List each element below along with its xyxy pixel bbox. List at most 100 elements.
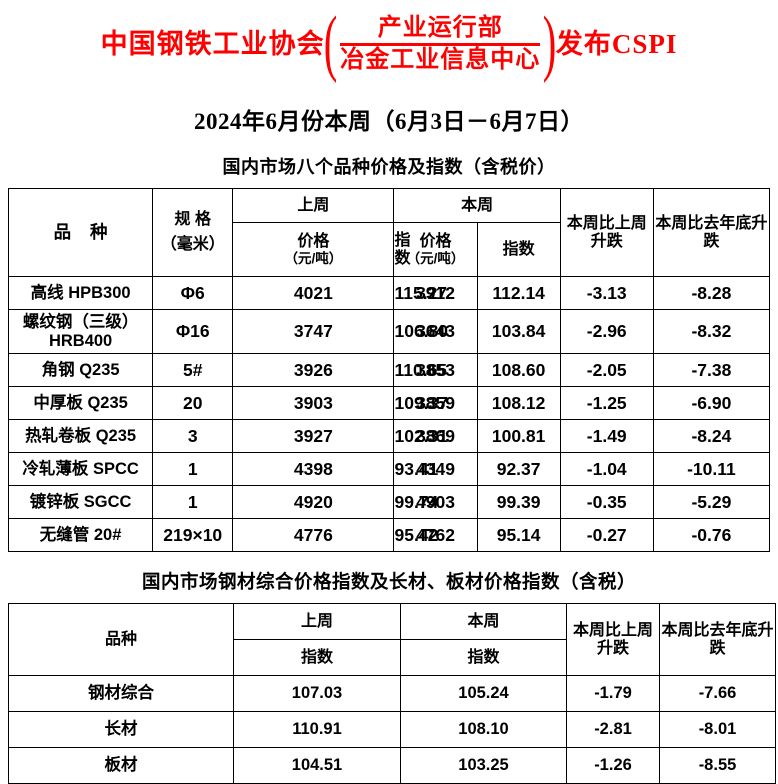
cell-lw-price: 3903 [232,386,395,420]
cell-ytd-change: -10.11 [652,452,771,486]
page-title: 2024年6月份本周（6月3日－6月7日） [194,109,584,134]
col-header-last-week: 上周 [232,188,395,223]
cell-wow-change: -1.25 [559,386,654,420]
cell-wow-change: -3.13 [559,276,654,310]
cell-ytd-change: -8.24 [652,419,771,453]
cell-ytd-change: -5.29 [652,485,771,519]
col-header-last-week: 上周 [233,603,401,640]
department-fraction: 产业运行部 冶金工业信息中心 [336,15,544,74]
cell-ytd-change: -0.76 [652,518,771,552]
lw-price-label: 价格 [297,232,330,250]
lw-price-unit: （元/吨） [284,250,343,266]
col-header-lw-index: 指数 [233,639,401,676]
cell-tw-index: 105.24 [400,675,567,712]
cell-tw-index: 95.14 [476,518,561,552]
cell-tw-index: 108.60 [476,353,561,387]
table1-body: 高线 HPB300 Φ6 4021 115.27 3912 112.14 -3.… [7,276,771,552]
fraction-numerator: 产业运行部 [377,14,503,41]
cell-tw-index: 100.81 [476,419,561,453]
col-header-ytd-change: 本周比去年底升跌 [652,188,771,277]
col-header-spec-unit: （毫米） [160,235,225,253]
table-row: 镀锌板 SGCC 1 4920 99.74 4903 99.39 -0.35 -… [7,485,771,519]
cell-lw-price: 3926 [232,353,395,387]
cell-ytd-change: -8.32 [652,309,771,354]
table-row: 中厚板 Q235 20 3903 109.37 3859 108.12 -1.2… [7,386,771,420]
col-header-variety: 品 种 [7,188,154,277]
cell-tw-price: 3643 [393,309,478,354]
table-row: 高线 HPB300 Φ6 4021 115.27 3912 112.14 -3.… [7,276,771,310]
cell-variety-name: 角钢 Q235 [7,353,154,387]
table-row: 板材 104.51 103.25 -1.26 -8.55 [8,747,776,784]
table-row: 螺纹钢（三级） HRB400 Φ16 3747 106.80 3643 103.… [7,309,771,354]
cell-ytd-change: -8.55 [659,747,776,784]
cell-wow-change: -2.81 [566,711,660,748]
table1-caption: 国内市场八个品种价格及指数（含税价） [222,157,556,177]
composite-index-table: 品种 上周 本周 本周比上周升跌 本周比去年底升跌 指数 指数 钢材综合 107… [8,603,776,784]
table-row: 热轧卷板 Q235 3 3927 102.31 3869 100.81 -1.4… [7,419,771,453]
cell-ytd-change: -8.01 [659,711,776,748]
table2-body: 钢材综合 107.03 105.24 -1.79 -7.66 长材 110.91… [8,675,776,784]
cell-spec: 5# [152,353,234,387]
table-row: 钢材综合 107.03 105.24 -1.79 -7.66 [8,675,776,712]
cell-tw-index: 108.10 [400,711,567,748]
col-header-lw-price: 价格 （元/吨） [232,222,395,277]
table2-wrapper: 品种 上周 本周 本周比上周升跌 本周比去年底升跌 指数 指数 钢材综合 107… [0,603,778,784]
cell-tw-price: 3853 [393,353,478,387]
cell-ytd-change: -8.28 [652,276,771,310]
col-header-this-week: 本周 [400,603,567,640]
cell-tw-index: 108.12 [476,386,561,420]
col-header-variety: 品种 [8,603,234,676]
cell-spec: 1 [152,452,234,486]
cell-lw-index: 110.91 [233,711,401,748]
table-row: 冷轧薄板 SPCC 1 4398 93.41 4349 92.37 -1.04 … [7,452,771,486]
variety-name-line2: HRB400 [48,331,113,350]
cell-lw-price: 4398 [232,452,395,486]
cell-tw-price: 4349 [393,452,478,486]
cell-lw-index: 107.03 [233,675,401,712]
cell-wow-change: -1.49 [559,419,654,453]
cell-lw-price: 4920 [232,485,395,519]
cell-spec: 219×10 [152,518,234,552]
bracket-open-icon: ( [323,2,338,85]
tw-price-unit: （元/吨） [406,250,465,266]
tw-price-label: 价格 [419,232,452,250]
table1-wrapper: 品 种 规 格 （毫米） 上周 本周 本周比上周升跌 本周比去年底升跌 价格 （… [0,188,778,552]
table1-header-row-2: 价格 （元/吨） 指数 价格 （元/吨） 指数 [9,222,770,277]
cell-lw-price: 4021 [232,276,395,310]
col-header-ytd-change: 本周比去年底升跌 [659,603,776,676]
publisher-label: 发布CSPI [555,28,678,59]
cell-lw-price: 4776 [232,518,395,552]
cell-wow-change: -0.27 [559,518,654,552]
cell-variety-name: 中厚板 Q235 [7,386,154,420]
col-header-spec-label: 规 格 [174,210,211,228]
association-name: 中国钢铁工业协会 [100,28,325,59]
cell-wow-change: -2.05 [559,353,654,387]
cell-wow-change: -1.79 [566,675,660,712]
cell-variety-name: 长材 [8,711,234,748]
table2-header-row-1: 品种 上周 本周 本周比上周升跌 本周比去年底升跌 [8,603,776,676]
col-header-tw-price: 价格 （元/吨） [393,222,478,277]
table1-head: 品 种 规 格 （毫米） 上周 本周 本周比上周升跌 本周比去年底升跌 价格 （… [7,188,771,277]
fraction-bar [340,42,541,46]
cell-variety-name: 钢材综合 [8,675,234,712]
cell-tw-price: 3912 [393,276,478,310]
table-row: 无缝管 20# 219×10 4776 95.42 4762 95.14 -0.… [7,518,771,552]
col-header-wow-change: 本周比上周升跌 [566,603,660,676]
cell-tw-index: 112.14 [476,276,561,310]
cell-variety-name: 高线 HPB300 [7,276,154,310]
table2-head: 品种 上周 本周 本周比上周升跌 本周比去年底升跌 指数 指数 [8,603,776,676]
cell-wow-change: -1.04 [559,452,654,486]
col-header-spec: 规 格 （毫米） [152,188,234,277]
cell-spec: 1 [152,485,234,519]
table1-header-row-1: 品 种 规 格 （毫米） 上周 本周 本周比上周升跌 本周比去年底升跌 [7,188,771,277]
cell-spec: 20 [152,386,234,420]
cell-lw-price: 3747 [232,309,395,354]
cell-tw-price: 3869 [393,419,478,453]
col-header-wow-change: 本周比上周升跌 [559,188,654,277]
cell-wow-change: -2.96 [559,309,654,354]
cell-variety-name: 板材 [8,747,234,784]
cell-variety-name: 镀锌板 SGCC [7,485,154,519]
cell-tw-index: 92.37 [476,452,561,486]
cell-tw-price: 4903 [393,485,478,519]
cell-spec: Φ16 [152,309,234,354]
